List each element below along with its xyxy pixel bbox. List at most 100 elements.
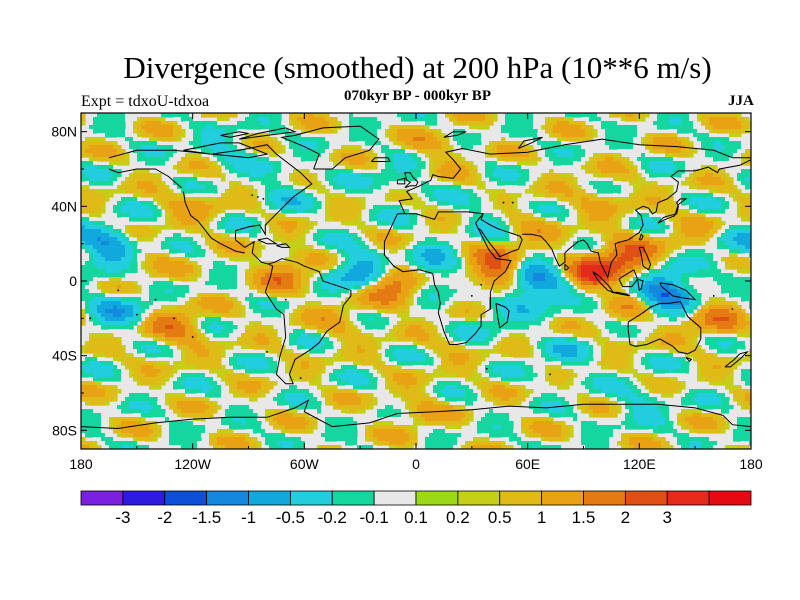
- field-cell: [289, 225, 294, 230]
- field-cell: [301, 405, 306, 410]
- field-cell: [145, 253, 150, 258]
- field-cell: [113, 205, 118, 210]
- field-cell: [329, 357, 334, 362]
- field-cell: [273, 161, 278, 166]
- field-cell: [257, 249, 262, 254]
- field-cell: [245, 173, 250, 178]
- field-cell: [321, 169, 326, 174]
- field-cell: [241, 369, 246, 374]
- field-cell: [105, 177, 110, 182]
- field-cell: [93, 225, 98, 230]
- field-cell: [153, 285, 158, 290]
- field-cell: [189, 121, 194, 126]
- field-cell: [89, 217, 94, 222]
- field-cell: [345, 257, 350, 262]
- field-cell: [313, 377, 318, 382]
- field-cell: [173, 221, 178, 226]
- field-cell: [349, 433, 354, 438]
- field-cell: [321, 293, 326, 298]
- field-cell: [185, 385, 190, 390]
- field-cell: [105, 237, 110, 242]
- field-cell: [293, 393, 298, 398]
- field-cell: [361, 289, 366, 294]
- field-cell: [117, 365, 122, 370]
- field-cell: [301, 345, 306, 350]
- field-cell: [269, 169, 274, 174]
- field-cell: [177, 429, 182, 434]
- field-cell: [109, 373, 114, 378]
- field-cell: [113, 361, 118, 366]
- field-cell: [229, 125, 234, 130]
- field-cell: [173, 133, 178, 138]
- field-cell: [309, 345, 314, 350]
- field-cell: [141, 153, 146, 158]
- field-cell: [145, 233, 150, 238]
- field-cell: [113, 117, 118, 122]
- field-cell: [85, 421, 90, 426]
- field-cell: [109, 317, 114, 322]
- field-cell: [337, 421, 342, 426]
- field-cell: [221, 213, 226, 218]
- field-cell: [341, 213, 346, 218]
- field-cell: [197, 305, 202, 310]
- field-cell: [333, 401, 338, 406]
- field-cell: [133, 225, 138, 230]
- field-cell: [257, 157, 262, 162]
- field-cell: [253, 429, 258, 434]
- field-cell: [261, 345, 266, 350]
- field-cell: [149, 437, 154, 442]
- field-cell: [81, 293, 86, 298]
- field-cell: [137, 337, 142, 342]
- field-cell: [145, 177, 150, 182]
- field-cell: [361, 297, 366, 302]
- field-cell: [205, 121, 210, 126]
- field-cell: [81, 277, 86, 282]
- field-cell: [141, 393, 146, 398]
- field-cell: [357, 321, 362, 326]
- field-cell: [357, 261, 362, 266]
- field-cell: [317, 273, 322, 278]
- field-cell: [149, 333, 154, 338]
- field-cell: [333, 421, 338, 426]
- field-cell: [197, 181, 202, 186]
- field-cell: [257, 273, 262, 278]
- field-cell: [181, 165, 186, 170]
- field-cell: [233, 253, 238, 258]
- field-cell: [341, 413, 346, 418]
- field-cell: [213, 169, 218, 174]
- field-cell: [165, 321, 170, 326]
- field-cell: [245, 409, 250, 414]
- field-cell: [213, 241, 218, 246]
- field-cell: [301, 325, 306, 330]
- field-cell: [149, 213, 154, 218]
- field-cell: [105, 189, 110, 194]
- field-cell: [289, 277, 294, 282]
- field-cell: [153, 333, 158, 338]
- field-cell: [333, 253, 338, 258]
- field-cell: [177, 285, 182, 290]
- field-cell: [273, 189, 278, 194]
- field-cell: [245, 153, 250, 158]
- field-cell: [241, 201, 246, 206]
- field-cell: [161, 321, 166, 326]
- field-cell: [345, 333, 350, 338]
- field-cell: [333, 193, 338, 198]
- field-cell: [97, 353, 102, 358]
- field-cell: [317, 289, 322, 294]
- field-cell: [209, 305, 214, 310]
- field-cell: [125, 209, 130, 214]
- field-cell: [305, 161, 310, 166]
- field-cell: [137, 121, 142, 126]
- field-cell: [249, 277, 254, 282]
- field-cell: [353, 253, 358, 258]
- field-cell: [301, 377, 306, 382]
- field-cell: [217, 373, 222, 378]
- field-cell: [361, 313, 366, 318]
- field-cell: [213, 325, 218, 330]
- field-cell: [121, 345, 126, 350]
- field-cell: [357, 197, 362, 202]
- field-cell: [349, 245, 354, 250]
- field-cell: [261, 437, 266, 442]
- field-cell: [265, 137, 270, 142]
- field-cell: [361, 353, 366, 358]
